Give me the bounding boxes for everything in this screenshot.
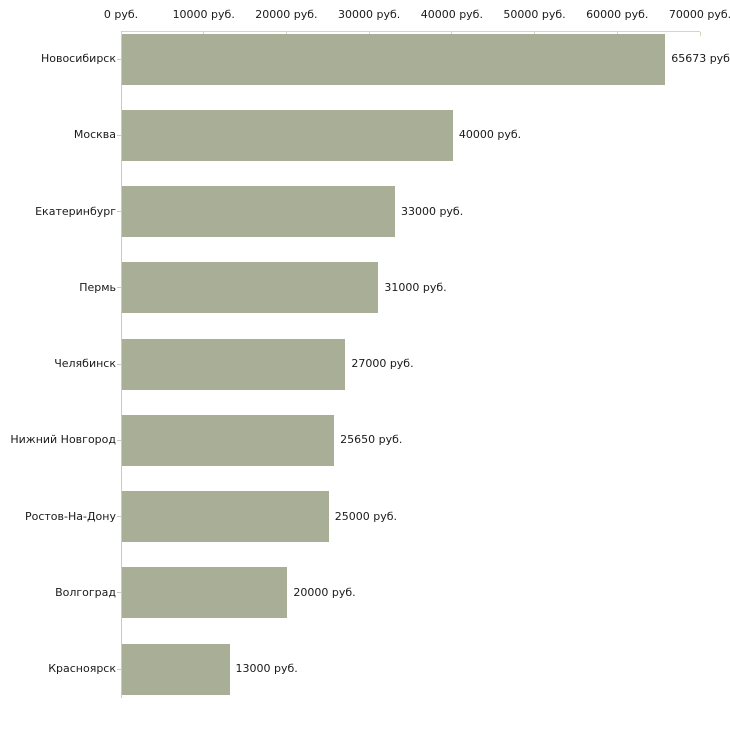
bar	[122, 491, 329, 542]
x-tick-label: 50000 руб.	[503, 8, 566, 21]
x-tick-label: 20000 руб.	[255, 8, 318, 21]
value-label: 13000 руб.	[235, 662, 298, 675]
x-tick-mark	[699, 32, 701, 36]
bar	[122, 33, 666, 85]
y-tick-mark	[117, 668, 121, 670]
category-label: Волгоград	[55, 585, 116, 599]
y-tick-mark	[117, 211, 121, 212]
x-tick-label: 30000 руб.	[338, 8, 401, 21]
category-label: Пермь	[79, 280, 116, 294]
value-label: 27000 руб.	[351, 357, 414, 370]
bar	[122, 186, 395, 237]
y-tick-mark	[117, 439, 121, 441]
bar	[122, 262, 379, 314]
value-label: 25650 руб.	[340, 433, 403, 447]
bar	[122, 109, 453, 161]
x-tick-label: 0 руб.	[103, 8, 139, 21]
y-tick-mark	[117, 58, 121, 60]
value-label: 25000 руб.	[334, 509, 398, 523]
category-label: Новосибирск	[40, 52, 116, 65]
plot-area: 0 руб. 10000 руб. 20000 руб. 30000 руб. 4000…	[10, 8, 730, 698]
value-label: 33000 руб.	[400, 204, 464, 218]
y-tick-mark	[117, 592, 121, 594]
y-tick-mark	[117, 516, 121, 517]
y-tick-mark	[117, 134, 121, 136]
category-label: Екатеринбург	[35, 204, 116, 218]
value-label: 65673 руб.	[671, 52, 730, 65]
y-tick-mark	[117, 287, 121, 289]
bar	[122, 643, 230, 695]
bar	[122, 338, 346, 390]
x-axis-line	[121, 31, 700, 32]
x-tick-mark	[120, 32, 122, 36]
value-label: 40000 руб.	[458, 128, 522, 142]
x-tick-label: 60000 руб.	[586, 8, 649, 21]
bar	[122, 567, 288, 619]
category-label: Москва	[73, 128, 116, 142]
y-axis-line	[121, 31, 122, 698]
y-tick-mark	[117, 363, 121, 365]
x-tick-label: 40000 руб.	[420, 8, 483, 21]
x-tick-label: 10000 руб.	[172, 8, 235, 21]
category-label: Ростов-На-Дону	[24, 509, 116, 523]
value-label: 20000 руб.	[293, 585, 356, 599]
x-tick-label: 70000 руб.	[668, 8, 730, 21]
bar	[122, 414, 335, 466]
value-label: 31000 руб.	[384, 280, 447, 294]
category-label: Челябинск	[54, 357, 116, 370]
category-label: Красноярск	[48, 662, 116, 675]
category-label: Нижний Новгород	[10, 433, 116, 447]
